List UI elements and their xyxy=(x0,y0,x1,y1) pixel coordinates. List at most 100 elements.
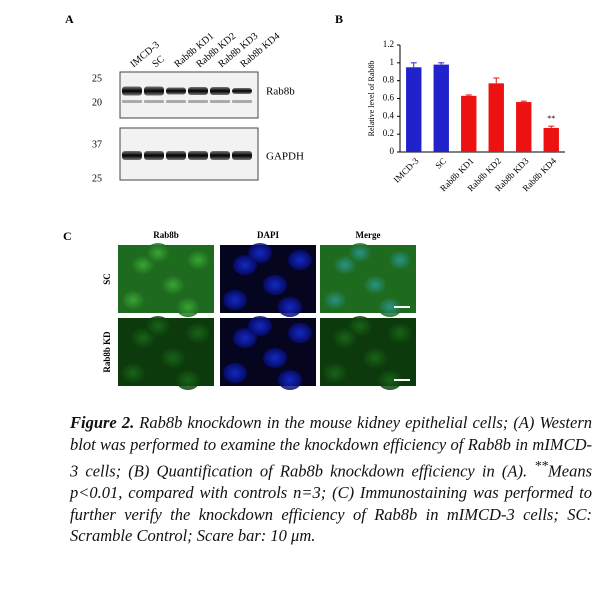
bar xyxy=(516,102,532,152)
cell xyxy=(233,255,257,275)
bar xyxy=(406,67,422,152)
y-axis-label: Relative level of Rab8b xyxy=(367,61,376,137)
cell xyxy=(176,370,200,390)
cell xyxy=(131,255,155,275)
cell xyxy=(131,328,155,348)
blot-label: GAPDH xyxy=(266,151,304,163)
annotation: ** xyxy=(547,114,555,123)
error-bar xyxy=(520,100,527,103)
band xyxy=(210,87,230,95)
cell xyxy=(263,348,287,368)
lane-label: SC xyxy=(150,54,167,71)
cell xyxy=(161,348,185,368)
y-tick-label: 0.6 xyxy=(383,93,395,103)
column-header: Rab8b xyxy=(153,230,179,240)
cell xyxy=(333,328,357,348)
band xyxy=(144,86,164,96)
band xyxy=(166,100,186,103)
error-bar xyxy=(548,125,555,128)
cell xyxy=(288,323,312,343)
cell xyxy=(323,363,347,383)
micrographs xyxy=(118,243,416,390)
marker: 20 xyxy=(92,97,102,108)
cell xyxy=(186,250,210,270)
marker: 37 xyxy=(92,139,102,150)
band xyxy=(232,88,252,94)
cell xyxy=(288,250,312,270)
y-tick-label: 1 xyxy=(390,57,395,67)
band xyxy=(232,100,252,103)
x-tick-label: IMCD-3 xyxy=(392,155,421,184)
cell xyxy=(278,297,302,317)
bar xyxy=(543,127,559,152)
cell xyxy=(378,370,402,390)
error-bar xyxy=(438,62,445,65)
band xyxy=(122,86,142,96)
band xyxy=(188,100,208,103)
y-tick-label: 0.4 xyxy=(383,110,395,120)
blot-frame xyxy=(119,71,259,119)
band xyxy=(166,151,186,160)
row-label: SC xyxy=(102,273,112,285)
cell xyxy=(348,316,372,336)
cell xyxy=(263,275,287,295)
panel-label: B xyxy=(335,12,343,26)
band xyxy=(232,151,252,160)
band xyxy=(122,100,142,103)
band xyxy=(210,151,230,160)
cell xyxy=(348,243,372,263)
cell xyxy=(161,275,185,295)
cell xyxy=(363,348,387,368)
cell xyxy=(121,363,145,383)
cell xyxy=(233,328,257,348)
column-header: Merge xyxy=(356,230,381,240)
caption-text: Rab8b knockdown in the mouse kidney epit… xyxy=(70,413,592,481)
y-tick-label: 0.2 xyxy=(383,128,394,138)
column-header: DAPI xyxy=(257,230,279,240)
y-tick-label: 1.2 xyxy=(383,39,394,49)
cell xyxy=(333,255,357,275)
band xyxy=(188,87,208,95)
cell xyxy=(223,363,247,383)
bar xyxy=(461,95,477,152)
marker: 25 xyxy=(92,173,102,184)
cell xyxy=(363,275,387,295)
band xyxy=(144,100,164,103)
cell xyxy=(186,323,210,343)
cell xyxy=(388,250,412,270)
caption-text: Means p<0.01, compared with controls n=3… xyxy=(70,461,592,546)
caption: Figure 2. Rab8b knockdown in the mouse k… xyxy=(70,412,592,547)
bar xyxy=(433,64,449,152)
caption-label: Figure 2. xyxy=(70,413,135,432)
caption-sup: ** xyxy=(534,458,548,473)
cell xyxy=(388,323,412,343)
error-bar xyxy=(493,77,500,84)
cell xyxy=(121,290,145,310)
band xyxy=(210,100,230,103)
figure: A B C Rab8b GAPDH 25 20 37 25 IMCD-3 SC Ra… xyxy=(63,12,565,390)
band xyxy=(188,151,208,160)
x-tick-label: SC xyxy=(433,156,448,171)
error-bar xyxy=(465,94,472,96)
y-tick-label: 0 xyxy=(390,146,395,156)
bar xyxy=(488,83,504,152)
blot-label: Rab8b xyxy=(266,86,295,98)
panel-label: A xyxy=(65,12,74,26)
cell xyxy=(146,316,170,336)
marker: 25 xyxy=(92,73,102,84)
band xyxy=(166,87,186,95)
cell xyxy=(278,370,302,390)
band xyxy=(122,151,142,160)
y-tick-label: 0.8 xyxy=(383,75,395,85)
cell xyxy=(248,243,272,263)
panel-label: C xyxy=(63,229,72,243)
cell xyxy=(223,290,247,310)
band xyxy=(144,151,164,160)
cell xyxy=(176,297,200,317)
cell xyxy=(146,243,170,263)
error-bar xyxy=(410,62,417,68)
cell xyxy=(378,297,402,317)
cell xyxy=(323,290,347,310)
cell xyxy=(248,316,272,336)
